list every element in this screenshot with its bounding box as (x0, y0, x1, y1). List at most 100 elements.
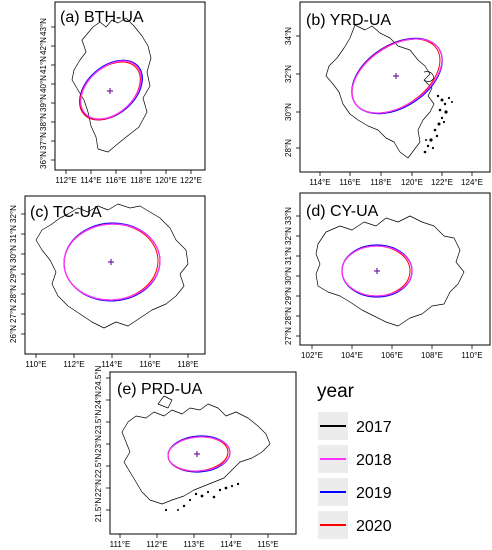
ellipse-2018 (63, 223, 161, 301)
legend-label: 2020 (356, 518, 392, 535)
y-tick-label: 24.5°N (94, 366, 103, 391)
ellipse-2018 (351, 38, 443, 114)
y-tick-label: 32°N (284, 65, 293, 83)
x-tick-label: 120°E (401, 178, 423, 187)
y-tick-label: 30°N (284, 267, 293, 285)
x-axis-ticks: 111°E 112°E 113°E 114°E 115°E (110, 534, 279, 549)
y-tick-label: 36°N (39, 151, 48, 169)
legend: year 2017 2018 2019 2020 (317, 381, 392, 539)
legend-title: year (317, 381, 355, 402)
y-tick-label: 24°N (94, 391, 103, 409)
x-tick-label: 115°E (257, 540, 278, 549)
panel-prd: (e) PRD-UA 111°E 112°E 113°E 114°E 115°E… (94, 366, 297, 549)
x-tick-label: 122°E (180, 176, 202, 185)
legend-label: 2018 (356, 452, 392, 469)
y-tick-label: 27°N (9, 305, 18, 323)
x-tick-label: 110°E (25, 360, 46, 369)
ellipses (351, 37, 443, 115)
x-tick-label: 104°E (341, 351, 363, 360)
coastal-islands (423, 94, 453, 154)
y-tick-label: 42°N (39, 37, 48, 55)
legend-label: 2019 (356, 485, 392, 502)
legend-item-2020: 2020 (318, 511, 392, 539)
y-tick-label: 28°N (284, 307, 293, 325)
panel-label: (c) TC-UA (30, 204, 102, 221)
x-tick-label: 113°E (183, 540, 204, 549)
y-axis-ticks: 27°N 28°N 29°N 30°N 31°N 32°N 33°N (284, 207, 300, 345)
ellipse-2019 (79, 59, 143, 121)
panel-label: (d) CY-UA (306, 203, 379, 220)
y-tick-label: 39°N (39, 94, 48, 112)
y-tick-label: 29°N (9, 265, 18, 283)
center-marker (107, 88, 113, 94)
center-marker (374, 268, 380, 274)
x-tick-label: 112°E (55, 176, 76, 185)
y-tick-label: 38°N (39, 113, 48, 131)
ellipse-2018 (341, 245, 413, 297)
y-axis-ticks: 36°N 37°N 38°N 39°N 40°N 41°N 42°N 43°N (39, 18, 55, 169)
region-boundary (315, 215, 465, 327)
y-tick-label: 40°N (39, 75, 48, 93)
region-inset (157, 395, 173, 409)
estuary-outline (423, 71, 435, 82)
x-tick-label: 108°E (421, 351, 443, 360)
region-boundary (71, 17, 152, 153)
ellipses (79, 59, 143, 121)
center-marker (108, 259, 114, 265)
x-tick-label: 106°E (381, 351, 403, 360)
panel-cy: (d) CY-UA 102°E 104°E 106°E 108°E 110°E … (284, 192, 491, 360)
y-tick-label: 26°N (9, 325, 18, 343)
x-tick-label: 110°E (461, 351, 482, 360)
x-axis-ticks: 110°E 112°E 114°E 116°E 118°E (25, 354, 199, 369)
x-axis-ticks: 114°E 116°E 118°E 120°E 122°E 124°E (309, 172, 483, 187)
map-frame (299, 192, 491, 346)
map-frame (24, 195, 206, 355)
y-tick-label: 23°N (94, 435, 103, 453)
legend-label: 2017 (356, 419, 392, 436)
panel-label: (b) YRD-UA (306, 12, 391, 29)
y-tick-label: 41°N (39, 56, 48, 74)
coastal-islands (164, 482, 240, 512)
x-tick-label: 111°E (110, 540, 131, 549)
legend-item-2019: 2019 (318, 478, 392, 506)
y-tick-label: 30°N (9, 245, 18, 263)
y-tick-label: 28°N (9, 285, 18, 303)
legend-item-2017: 2017 (318, 412, 392, 440)
y-tick-label: 22.5°N (94, 454, 103, 479)
x-tick-label: 124°E (461, 178, 483, 187)
x-tick-label: 118°E (370, 178, 391, 187)
panel-label: (a) BTH-UA (60, 9, 144, 26)
legend-item-2018: 2018 (318, 445, 392, 473)
panel-tc: (c) TC-UA 110°E 112°E 114°E 116°E 118°E … (9, 195, 206, 369)
panel-label: (e) PRD-UA (117, 381, 203, 398)
y-tick-label: 37°N (39, 132, 48, 150)
x-tick-label: 118°E (177, 360, 198, 369)
y-tick-label: 32°N (284, 227, 293, 245)
y-tick-label: 32°N (9, 205, 18, 223)
map-frame (54, 1, 206, 171)
region-boundary (121, 403, 271, 505)
map-frame (109, 371, 297, 535)
x-tick-label: 118°E (130, 176, 151, 185)
x-tick-label: 120°E (155, 176, 177, 185)
region-boundary (325, 24, 435, 159)
x-axis-ticks: 102°E 104°E 106°E 108°E 110°E (301, 345, 483, 360)
y-tick-label: 34°N (284, 27, 293, 45)
y-tick-label: 23.5°N (94, 410, 103, 435)
y-tick-label: 31°N (284, 247, 293, 265)
center-marker (194, 451, 200, 457)
y-tick-label: 29°N (284, 287, 293, 305)
map-frame (299, 1, 491, 173)
x-axis-ticks: 112°E 114°E 116°E 118°E 120°E 122°E (55, 170, 202, 185)
ellipse-2018 (167, 436, 231, 472)
x-tick-label: 116°E (139, 360, 160, 369)
y-tick-label: 43°N (39, 18, 48, 36)
panel-yrd: (b) YRD-UA 114°E 116°E 118°E 120°E 122°E… (284, 1, 491, 187)
region-boundary (35, 203, 189, 329)
ellipses (63, 222, 161, 302)
x-tick-label: 114°E (101, 360, 122, 369)
ellipses (167, 435, 231, 473)
y-tick-label: 27°N (284, 327, 293, 345)
y-tick-label: 33°N (284, 207, 293, 225)
x-tick-label: 112°E (146, 540, 167, 549)
